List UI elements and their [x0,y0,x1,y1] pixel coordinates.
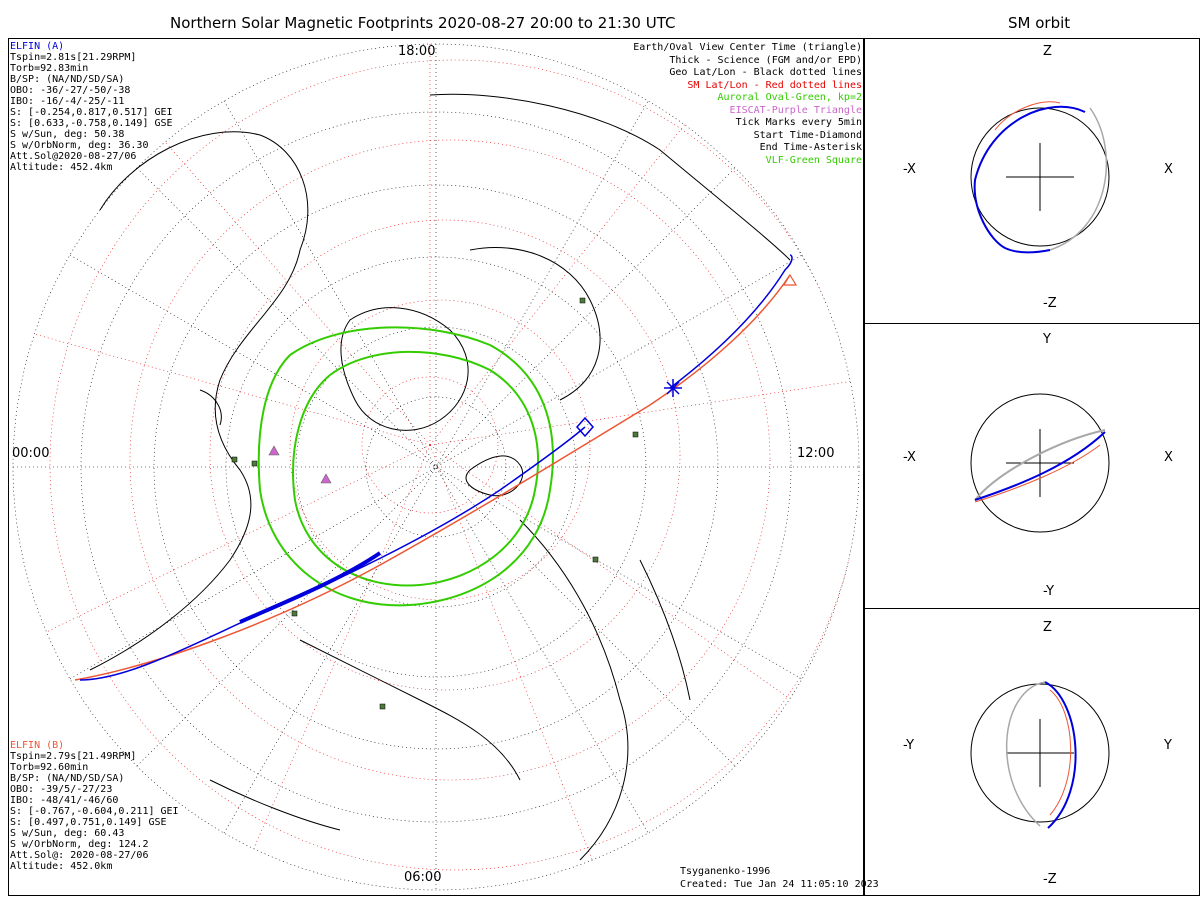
elfin-b-info-line: IBO: -48/41/-46/60 [10,795,119,806]
sm3-top: Z [1043,620,1052,635]
elfin-a-info-line: Altitude: 452.4km [10,162,113,173]
elfin-a-info: ELFIN (A) Tspin=2.81s[21.29RPM] Torb=92.8… [10,41,173,173]
elfin-b-info-line: Tspin=2.79s[21.49RPM] [10,751,137,762]
elfin-a-info-line: Torb=92.83min [10,63,89,74]
elfin-a-info-line: B/SP: (NA/ND/SD/SA) [10,74,125,85]
elfin-b-info-line: Altitude: 452.0km [10,861,113,872]
sm3-bottom: -Z [1043,872,1057,887]
sm-orbit-panel-xy [864,323,1200,609]
eiscat-triangle [320,473,332,484]
time-label-top: 18:00 [398,44,436,59]
elfin-a-info-line: IBO: -16/-4/-25/-11 [10,96,125,107]
elfin-a-info-line: S: [-0.254,0.817,0.517] GEI [10,107,173,118]
eiscat-triangle [268,445,280,456]
legend-item: Auroral Oval-Green, kp=2 [717,92,863,103]
legend-item: Tick Marks every 5min [735,117,862,128]
legend-item: Geo Lat/Lon - Black dotted lines [669,67,862,78]
elfin-a-science-track [239,551,382,624]
map-title: Northern Solar Magnetic Footprints 2020-… [170,14,676,32]
elfin-a-info-line: Tspin=2.81s[21.29RPM] [10,52,137,63]
elfin-a-info-line: S w/Sun, deg: 50.38 [10,129,125,140]
elfin-b-info-line: S w/OrbNorm, deg: 124.2 [10,839,149,850]
elfin-b-info-line: Torb=92.60min [10,762,89,773]
elfin-b-track [74,274,791,681]
auroral-ovals [257,326,554,607]
legend-item: Earth/Oval View Center Time (triangle) [633,42,862,53]
elfin-a-info-line: S: [0.633,-0.758,0.149] GSE [10,118,173,129]
sm3-left: -Y [903,738,915,753]
time-label-right: 12:00 [797,446,835,461]
legend-item: Start Time-Diamond [753,129,862,141]
sm-grid [19,44,859,881]
sm-orbit-xy-graphic [970,393,1110,533]
time-label-bottom: 06:00 [404,870,442,885]
elfin-b-info-line: OBO: -39/5/-27/23 [10,784,113,795]
sm1-bottom: -Z [1043,296,1057,311]
map-legend: Earth/Oval View Center Time (triangle) Th… [633,42,862,167]
legend-item: SM Lat/Lon - Red dotted lines [687,79,862,91]
elfin-b-end-triangle [782,273,798,286]
geo-grid [12,43,860,891]
sm3-right: Y [1164,738,1172,753]
sm-orbit-xz-graphic [970,101,1110,254]
sm1-right: X [1164,162,1173,177]
sm1-left: -X [903,162,916,177]
elfin-b-info-line: B/SP: (NA/ND/SD/SA) [10,773,125,784]
elfin-a-track-upper [669,254,793,389]
model-label: Tsyganenko-1996 [680,866,771,877]
legend-item: Thick - Science (FGM and/or EPD) [669,54,862,66]
coastlines [89,93,791,861]
created-label: Created: Tue Jan 24 11:05:10 2023 [680,879,879,890]
sm-orbit-title: SM orbit [1008,14,1071,32]
legend-item: VLF-Green Square [765,154,862,166]
elfin-a-track [79,426,586,681]
sm2-right: X [1164,450,1173,465]
elfin-b-info: ELFIN (B) Tspin=2.79s[21.49RPM] Torb=92.6… [10,740,179,872]
vlf-squares [231,297,639,710]
elfin-b-title: ELFIN (B) [10,740,65,751]
elfin-a-end-asterisk [664,379,682,397]
elfin-b-info-line: Att.Sol@: 2020-08-27/06 [10,850,149,861]
sm2-top: Y [1043,332,1051,347]
sm-orbit-yz-graphic [970,681,1110,829]
elfin-b-info-line: S w/Sun, deg: 60.43 [10,828,125,839]
legend-item: EISCAT-Purple Triangle [729,104,862,116]
elfin-a-info-line: Att.Sol@2020-08-27/06 [10,151,137,162]
time-label-left: 00:00 [12,446,50,461]
elfin-a-info-line: S w/OrbNorm, deg: 36.30 [10,140,149,151]
legend-item: End Time-Asterisk [759,142,862,153]
sm-orbit-panel-yz [864,608,1200,896]
sm2-bottom: -Y [1043,584,1055,599]
elfin-a-start-diamond [575,416,595,438]
sm1-top: Z [1043,44,1052,59]
elfin-a-info-line: OBO: -36/-27/-50/-38 [10,85,131,96]
sm2-left: -X [903,450,916,465]
elfin-b-info-line: S: [-0.767,-0.604,0.211] GEI [10,806,179,817]
elfin-b-info-line: S: [0.497,0.751,0.149] GSE [10,817,167,828]
elfin-a-title: ELFIN (A) [10,41,65,52]
